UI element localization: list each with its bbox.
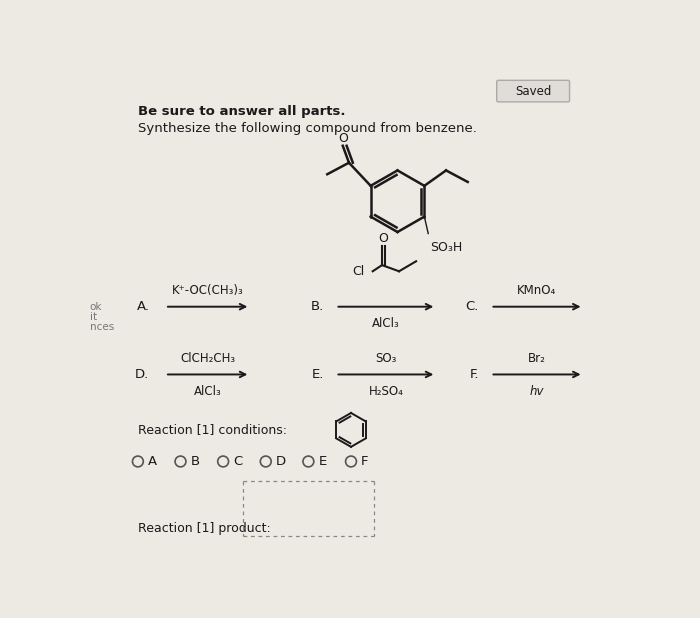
- Text: C.: C.: [466, 300, 479, 313]
- Text: B.: B.: [311, 300, 324, 313]
- Text: ClCH₂CH₃: ClCH₂CH₃: [180, 352, 235, 365]
- Text: D: D: [276, 455, 286, 468]
- Text: O: O: [339, 132, 349, 145]
- Text: AlCl₃: AlCl₃: [194, 385, 221, 398]
- Text: it: it: [90, 311, 97, 322]
- Text: Cl: Cl: [353, 265, 365, 277]
- FancyBboxPatch shape: [497, 80, 570, 102]
- Text: K⁺-OC(CH₃)₃: K⁺-OC(CH₃)₃: [172, 284, 244, 297]
- Text: A: A: [148, 455, 157, 468]
- Text: E.: E.: [312, 368, 324, 381]
- Text: hv: hv: [530, 385, 545, 398]
- Text: H₂SO₄: H₂SO₄: [368, 385, 403, 398]
- Text: B: B: [190, 455, 199, 468]
- Text: nces: nces: [90, 322, 114, 332]
- Text: Br₂: Br₂: [528, 352, 546, 365]
- Text: ok: ok: [90, 302, 102, 311]
- Text: Reaction [1] product:: Reaction [1] product:: [138, 522, 271, 535]
- Text: SO₃: SO₃: [375, 352, 397, 365]
- Text: A.: A.: [136, 300, 150, 313]
- Text: E: E: [318, 455, 327, 468]
- Text: Be sure to answer all parts.: Be sure to answer all parts.: [138, 104, 345, 117]
- Text: C: C: [233, 455, 242, 468]
- Text: KMnO₄: KMnO₄: [517, 284, 556, 297]
- Text: D.: D.: [135, 368, 150, 381]
- Text: F: F: [361, 455, 369, 468]
- Text: Saved: Saved: [515, 85, 552, 98]
- Text: SO₃H: SO₃H: [430, 241, 462, 254]
- Text: AlCl₃: AlCl₃: [372, 318, 400, 331]
- Text: Synthesize the following compound from benzene.: Synthesize the following compound from b…: [138, 122, 477, 135]
- Text: O: O: [379, 232, 389, 245]
- Text: Reaction [1] conditions:: Reaction [1] conditions:: [138, 423, 287, 436]
- Text: F.: F.: [470, 368, 479, 381]
